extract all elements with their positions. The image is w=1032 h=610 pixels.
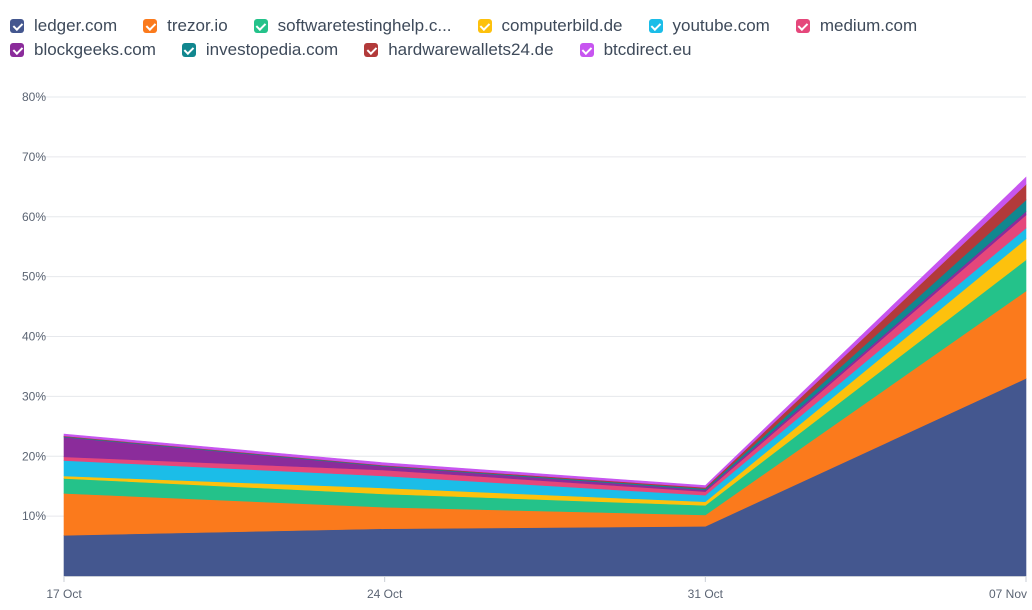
- checkbox-icon[interactable]: [181, 43, 196, 57]
- checkbox-icon[interactable]: [477, 19, 492, 33]
- legend-label: ledger.com: [34, 16, 118, 35]
- checkbox-icon[interactable]: [253, 19, 268, 33]
- checkbox-icon[interactable]: [10, 43, 24, 57]
- y-tick-label: 20%: [22, 449, 46, 463]
- y-tick-label: 40%: [22, 330, 46, 344]
- legend-item[interactable]: hardwarewallets24.de: [364, 40, 554, 60]
- legend-item[interactable]: investopedia.com: [181, 40, 339, 60]
- checkbox-icon[interactable]: [143, 19, 158, 33]
- y-tick-label: 60%: [22, 210, 46, 224]
- legend-item[interactable]: btcdirect.eu: [579, 40, 692, 60]
- checkbox-icon[interactable]: [648, 19, 663, 33]
- legend-item[interactable]: ledger.com: [10, 16, 117, 36]
- checkbox-icon[interactable]: [10, 19, 24, 33]
- legend-row: ledger.com trezor.io softwaretestinghelp.c…: [10, 14, 1020, 38]
- legend-label: blockgeeks.com: [34, 40, 156, 59]
- y-tick-label: 10%: [22, 509, 46, 523]
- legend-label: computerbild.de: [501, 16, 623, 35]
- legend-item[interactable]: blockgeeks.com: [10, 40, 156, 60]
- y-tick-label: 70%: [22, 150, 46, 164]
- y-tick-label: 50%: [22, 270, 46, 284]
- legend-label: softwaretestinghelp.c...: [277, 16, 452, 35]
- area-series: [63, 176, 1027, 488]
- x-axis: 17 Oct 24 Oct 31 Oct 07 Nov: [46, 576, 1027, 601]
- checkbox-icon[interactable]: [364, 43, 379, 57]
- checkbox-icon[interactable]: [579, 43, 594, 57]
- legend-label: btcdirect.eu: [603, 40, 692, 59]
- legend-label: trezor.io: [167, 16, 228, 35]
- legend-item[interactable]: computerbild.de: [477, 16, 623, 36]
- stacked-areas: [63, 176, 1027, 577]
- y-tick-label: 30%: [22, 389, 46, 403]
- legend-item[interactable]: medium.com: [795, 16, 918, 36]
- legend-item[interactable]: softwaretestinghelp.c...: [253, 16, 452, 36]
- x-tick-label: 31 Oct: [688, 587, 724, 601]
- legend-label: investopedia.com: [205, 40, 339, 59]
- legend-label: medium.com: [819, 16, 918, 35]
- legend-label: hardwarewallets24.de: [388, 40, 554, 59]
- y-axis-ticks: 10% 20% 30% 40% 50% 60% 70% 80%: [22, 90, 46, 523]
- legend-item[interactable]: youtube.com: [648, 16, 770, 36]
- x-tick-label: 07 Nov: [989, 587, 1027, 601]
- checkbox-icon[interactable]: [795, 19, 810, 33]
- x-tick-label: 24 Oct: [367, 587, 403, 601]
- legend-row: blockgeeks.com investopedia.com hardwarewa…: [10, 38, 1020, 62]
- y-tick-label: 80%: [22, 90, 46, 104]
- chart-legend: ledger.com trezor.io softwaretestinghelp.c…: [10, 14, 1020, 62]
- x-tick-label: 17 Oct: [46, 587, 82, 601]
- legend-label: youtube.com: [672, 16, 770, 35]
- legend-item[interactable]: trezor.io: [143, 16, 228, 36]
